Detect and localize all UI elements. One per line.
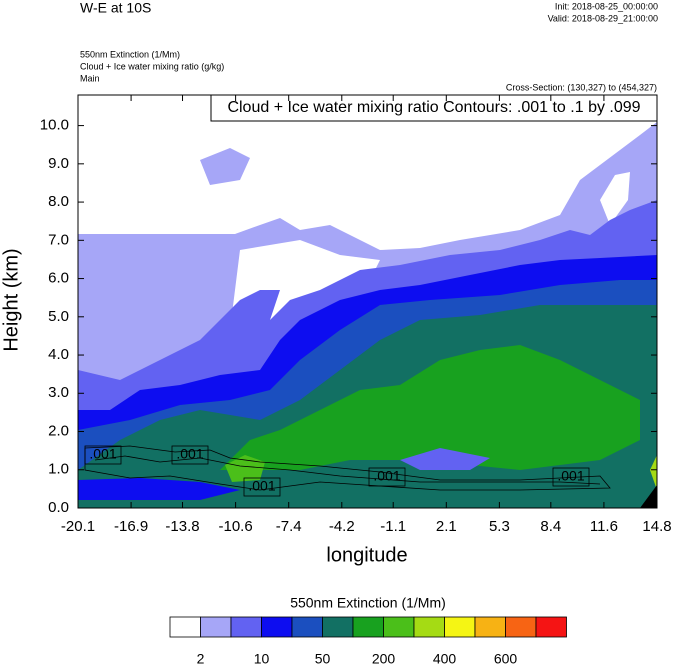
contour-label-box: [243, 477, 281, 497]
x-tick-label: 2.1: [436, 518, 457, 535]
colorbar-label: 2: [197, 651, 205, 667]
x-tick-label: -16.9: [114, 518, 148, 535]
contour-label: .001: [248, 478, 275, 494]
colorbar-swatch: [505, 616, 537, 638]
init-time: Init: 2018-08-25_00:00:00: [555, 1, 658, 11]
y-tick-label: 4.0: [48, 346, 69, 363]
x-tick-label: 8.4: [540, 518, 561, 535]
colorbar-swatch: [413, 616, 445, 638]
y-tick-label: 9.0: [48, 155, 69, 172]
y-tick-label: 3.0: [48, 384, 69, 401]
colorbar-swatch: [291, 616, 323, 638]
colorbar-label: 400: [433, 651, 457, 667]
contour-note-box: [210, 94, 658, 122]
subtitle: 550nm Extinction (1/Mm): [80, 49, 180, 59]
contour-label: .001: [176, 446, 203, 462]
y-tick-label: 6.0: [48, 270, 69, 287]
colorbar-swatch: [352, 616, 384, 638]
colorbar-swatch: [474, 616, 506, 638]
x-tick-label: 5.3: [489, 518, 510, 535]
x-axis-label: longitude: [326, 544, 407, 566]
y-tick-label: 0.0: [48, 499, 69, 516]
contour-lines: [84, 445, 611, 491]
y-tick-label: 8.0: [48, 193, 69, 210]
contour-label: .001: [373, 468, 400, 484]
valid-time: Valid: 2018-08-29_21:00:00: [548, 13, 658, 23]
x-tick-label: -13.8: [165, 518, 199, 535]
x-tick-label: -7.4: [276, 518, 302, 535]
y-tick-label: 2.0: [48, 422, 69, 439]
y-tick-label: 1.0: [48, 461, 69, 478]
colorbar-swatch: [383, 616, 415, 638]
y-axis-label: Height (km): [0, 248, 22, 351]
colorbar-label: 50: [315, 651, 331, 667]
cross-section: Cross-Section: (130,327) to (454,327): [506, 82, 657, 92]
colorbar-swatch: [261, 616, 293, 638]
contour-label: .001: [89, 446, 116, 462]
colorbar-swatch: [535, 616, 567, 638]
contour-label-box: [84, 445, 122, 465]
contour-label: .001: [557, 468, 584, 484]
colorbar-label: 600: [494, 651, 518, 667]
x-tick-label: 14.8: [642, 518, 671, 535]
contour-fills: [78, 95, 657, 508]
contour-label-box: [171, 445, 209, 465]
x-tick-label: 11.6: [590, 518, 618, 535]
contour-note: Cloud + Ice water mixing ratio Contours:…: [227, 99, 640, 116]
colorbar-label: 10: [254, 651, 270, 667]
x-tick-label: -1.1: [380, 518, 406, 535]
colorbar-title: 550nm Extinction (1/Mm): [290, 595, 446, 611]
colorbar-swatch: [444, 616, 476, 638]
contour-label-box: [368, 467, 406, 487]
subtitle: Cloud + Ice water mixing ratio (g/kg): [80, 61, 224, 71]
subtitle: Main: [80, 73, 100, 83]
y-tick-label: 5.0: [48, 308, 69, 325]
colorbar-swatch: [169, 616, 201, 638]
title: W-E at 10S: [80, 0, 151, 16]
contour-label-box: [552, 467, 590, 487]
y-tick-label: 10.0: [40, 117, 69, 134]
colorbar-label: 200: [372, 651, 396, 667]
colorbar-swatch: [230, 616, 262, 638]
y-tick-label: 7.0: [48, 231, 69, 248]
x-tick-label: -10.6: [219, 518, 253, 535]
colorbar-swatch: [322, 616, 354, 638]
x-tick-label: -20.1: [61, 518, 95, 535]
x-tick-label: -4.2: [329, 518, 355, 535]
plot-frame: [77, 94, 658, 509]
colorbar-swatch: [200, 616, 232, 638]
